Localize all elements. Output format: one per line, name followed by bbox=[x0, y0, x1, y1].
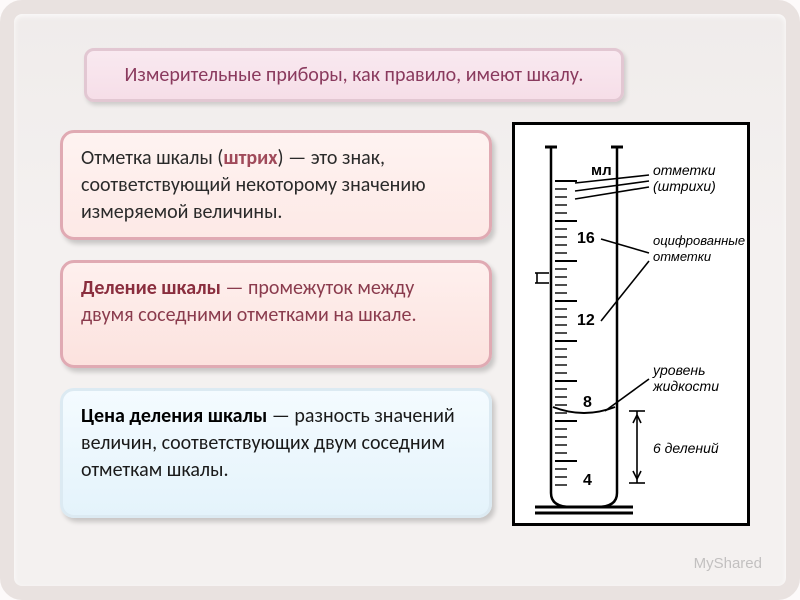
svg-text:6 делений: 6 делений bbox=[653, 440, 719, 456]
title-box: Измерительные приборы, как правило, имею… bbox=[84, 48, 624, 102]
unit-label: мл bbox=[591, 162, 612, 179]
slide-frame: Измерительные приборы, как правило, имею… bbox=[0, 0, 800, 600]
svg-text:8: 8 bbox=[583, 394, 592, 411]
box2-bold: Деление шкалы bbox=[81, 276, 221, 300]
box1-bold: штрих bbox=[223, 146, 277, 170]
svg-text:16: 16 bbox=[577, 230, 595, 247]
watermark: MyShared bbox=[694, 555, 762, 572]
definition-mark: Отметка шкалы (штрих) — это знак, соотве… bbox=[60, 130, 492, 240]
svg-text:оцифрованные: оцифрованные bbox=[653, 233, 745, 248]
definition-division: Деление шкалы — промежуток между двумя с… bbox=[60, 260, 492, 368]
svg-text:уровень: уровень bbox=[652, 362, 705, 378]
svg-text:(штрихи): (штрихи) bbox=[653, 178, 716, 194]
title-text: Измерительные приборы, как правило, имею… bbox=[125, 63, 584, 87]
svg-text:4: 4 bbox=[583, 472, 592, 489]
definition-price: Цена деления шкалы — разность значений в… bbox=[60, 388, 492, 518]
svg-text:12: 12 bbox=[577, 312, 595, 329]
svg-text:жидкости: жидкости bbox=[652, 378, 719, 394]
box3-bold: Цена деления шкалы bbox=[81, 404, 267, 428]
svg-text:отметки: отметки bbox=[653, 249, 711, 264]
box1-pre: Отметка шкалы ( bbox=[81, 146, 223, 170]
cylinder-diagram: мл 16 12 8 4 bbox=[512, 122, 750, 526]
svg-text:отметки: отметки bbox=[653, 162, 716, 178]
